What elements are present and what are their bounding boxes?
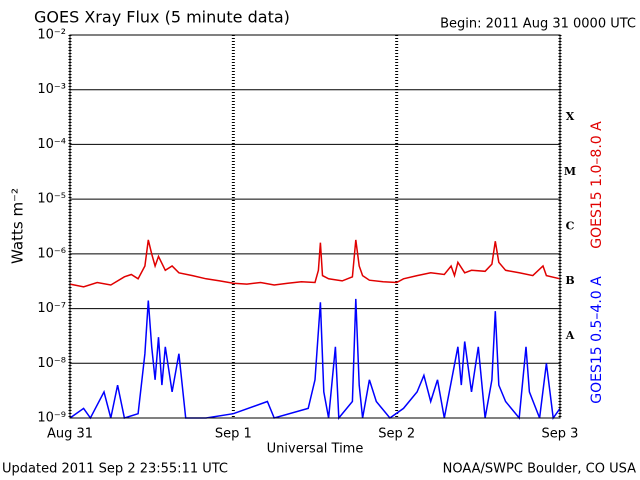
flare-class-label: M — [564, 165, 576, 178]
chart-subtitle: Begin: 2011 Aug 31 0000 UTC — [440, 17, 636, 32]
y-tick-label: 10⁻⁴ — [37, 137, 66, 152]
y-tick-label: 10⁻⁵ — [37, 192, 66, 207]
x-tick-label: Sep 3 — [542, 427, 579, 442]
x-tick-label: Aug 31 — [47, 427, 93, 442]
y-tick-label: 10⁻⁸ — [37, 356, 66, 371]
flare-class-label: A — [565, 329, 575, 342]
legend-label: GOES15 0.5–4.0 A — [589, 276, 605, 404]
footer-right: NOAA/SWPC Boulder, CO USA — [443, 462, 636, 477]
y-tick-label: 10⁻² — [37, 28, 66, 43]
y-axis-label: Watts m⁻² — [9, 188, 27, 264]
chart-title: GOES Xray Flux (5 minute data) — [34, 8, 290, 27]
series-line — [69, 298, 561, 421]
footer-left: Updated 2011 Sep 2 23:55:11 UTC — [2, 462, 228, 477]
plot-frame — [69, 34, 561, 419]
series-line — [69, 239, 561, 288]
flare-class-label: X — [566, 110, 575, 123]
y-tick-label: 10⁻⁹ — [37, 411, 66, 426]
legend-label: GOES15 1.0–8.0 A — [589, 121, 605, 249]
flare-class-label: B — [565, 274, 574, 287]
x-tick-label: Sep 1 — [215, 427, 252, 442]
flare-class-label: C — [566, 220, 575, 233]
x-axis-label: Universal Time — [267, 442, 364, 457]
y-tick-label: 10⁻⁷ — [37, 301, 66, 316]
y-tick-label: 10⁻³ — [37, 82, 66, 97]
x-tick-label: Sep 2 — [378, 427, 415, 442]
y-tick-label: 10⁻⁶ — [37, 246, 66, 261]
